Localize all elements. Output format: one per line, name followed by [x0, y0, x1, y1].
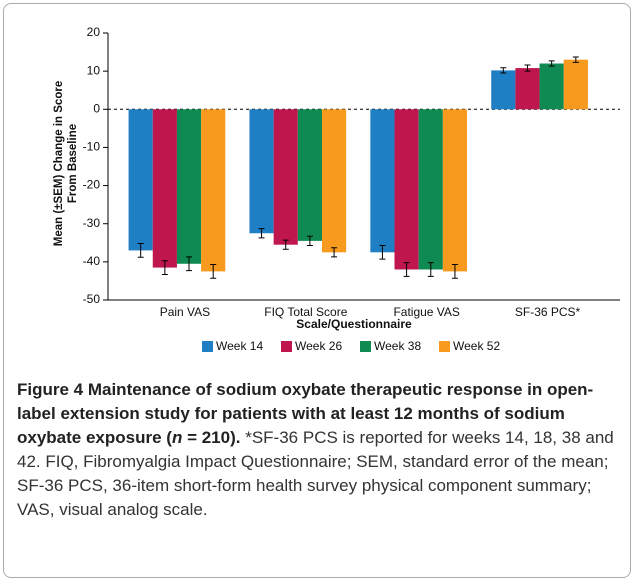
y-tick-label: 20 [87, 25, 101, 39]
legend-label: Week 14 [216, 339, 263, 353]
bar [515, 68, 540, 110]
error-bar [572, 56, 579, 63]
error-bar [258, 228, 265, 239]
bar [152, 109, 177, 268]
error-bar [161, 260, 168, 275]
x-axis-label: Scale/Questionnaire [296, 317, 412, 331]
error-bar [331, 247, 338, 258]
error-bar [548, 60, 555, 67]
bar [563, 59, 588, 110]
error-bar [137, 243, 144, 258]
error-bar [210, 264, 217, 279]
bar [491, 70, 516, 110]
caption-bold: Figure 4 Maintenance of sodium oxybate t… [17, 380, 593, 447]
chart: -50 -40 -30 -20 -10 0 10 20 Mean (±SEM) Change i… [53, 25, 620, 353]
error-bar [500, 67, 507, 74]
caption-text: *SF-36 PCS is reported for weeks 14, 18,… [17, 428, 614, 519]
error-bar [427, 262, 434, 277]
caption-title: Figure 4 Maintenance of sodium oxybate t… [17, 380, 594, 447]
error-bar [186, 256, 193, 272]
bar [370, 109, 395, 253]
bar [249, 109, 274, 234]
caption: Figure 4 Maintenance of sodium oxybate t… [17, 378, 617, 522]
y-tick-label: -30 [83, 216, 101, 230]
x-tick-label: Fatigue VAS [393, 305, 459, 319]
legend-label: Week 26 [295, 339, 342, 353]
error-bar [306, 235, 313, 246]
legend-label: Week 38 [374, 339, 421, 353]
error-bar [379, 244, 386, 260]
bar [394, 109, 419, 270]
x-tick-label: FIQ Total Score [264, 305, 347, 319]
error-bar [524, 64, 531, 72]
legend-label: Week 52 [453, 339, 500, 353]
bar [442, 109, 468, 272]
bar [128, 109, 153, 251]
y-axis-label: From Baseline [67, 124, 79, 203]
y-tick-label: 0 [93, 101, 100, 115]
caption-title-end: = 210). [187, 428, 241, 447]
error-bar [451, 264, 458, 279]
x-tick-label: Pain VAS [160, 305, 210, 319]
legend-swatch [281, 341, 292, 352]
bar [321, 109, 347, 253]
bar [176, 109, 202, 264]
bar [297, 109, 322, 241]
caption-italic: n [171, 428, 183, 447]
bar [418, 109, 443, 270]
x-tick-label: SF-36 PCS* [515, 305, 581, 319]
bar [273, 109, 298, 245]
legend-swatch [202, 341, 213, 352]
error-bar [282, 239, 289, 250]
error-bar [403, 262, 410, 277]
bar [201, 109, 226, 272]
y-tick-label: -40 [83, 254, 101, 268]
y-tick-label: -20 [83, 178, 101, 192]
legend-swatch [439, 341, 450, 352]
y-tick-label: -50 [83, 292, 101, 306]
bar [539, 63, 564, 110]
y-tick-label: 10 [87, 63, 101, 77]
legend-swatch [360, 341, 371, 352]
figure-frame [3, 3, 631, 578]
y-axis-label: Mean (±SEM) Change in Score [53, 81, 65, 246]
y-tick-label: -10 [83, 140, 101, 154]
